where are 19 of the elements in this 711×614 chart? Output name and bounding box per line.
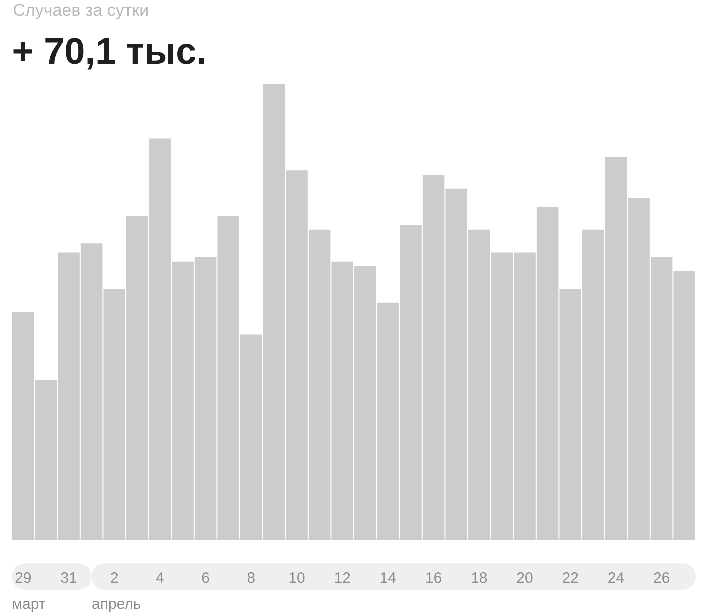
x-tick-label: 18 xyxy=(472,572,488,584)
chart-subtitle: + 70,1 тыс. xyxy=(14,38,204,70)
x-tick-label: 4 xyxy=(156,572,164,583)
x-tick-label: 16 xyxy=(426,572,442,584)
x-tick-label: 12 xyxy=(335,572,350,583)
x-tick-label: 14 xyxy=(381,572,396,583)
x-tick-label: 20 xyxy=(517,572,533,584)
x-tick-label: 6 xyxy=(202,572,210,584)
x-tick-label: 8 xyxy=(248,572,255,584)
text: апрель xyxy=(92,600,141,612)
x-tick-label: 22 xyxy=(563,572,578,583)
x-tick-label: 24 xyxy=(608,572,624,583)
x-tick-label: 31 xyxy=(61,572,77,584)
x-tick-label: 26 xyxy=(654,572,670,584)
x-tick-label: 10 xyxy=(290,572,305,584)
x-tick-label: 2 xyxy=(111,572,118,583)
x-tick-label: 29 xyxy=(16,572,32,584)
text: март xyxy=(13,600,46,612)
chart-title: Случаев за сутки xyxy=(14,4,148,20)
